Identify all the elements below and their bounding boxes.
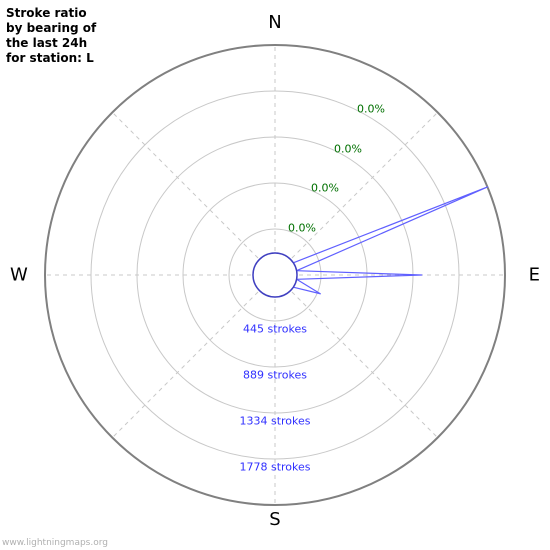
ratio-label: 0.0% xyxy=(288,222,316,235)
ratio-label: 0.0% xyxy=(311,182,339,195)
cardinal-s: S xyxy=(269,509,280,530)
cardinal-w: W xyxy=(10,265,28,286)
ratio-label: 0.0% xyxy=(357,102,385,115)
stroke-count-label: 889 strokes xyxy=(243,369,307,382)
ratio-label: 0.0% xyxy=(334,142,362,155)
cardinal-e: E xyxy=(529,265,540,286)
stroke-count-label: 1778 strokes xyxy=(239,461,310,474)
stroke-count-label: 445 strokes xyxy=(243,323,307,336)
cardinal-n: N xyxy=(268,12,281,33)
attribution-text: www.lightningmaps.org xyxy=(2,538,108,548)
stroke-count-label: 1334 strokes xyxy=(239,415,310,428)
